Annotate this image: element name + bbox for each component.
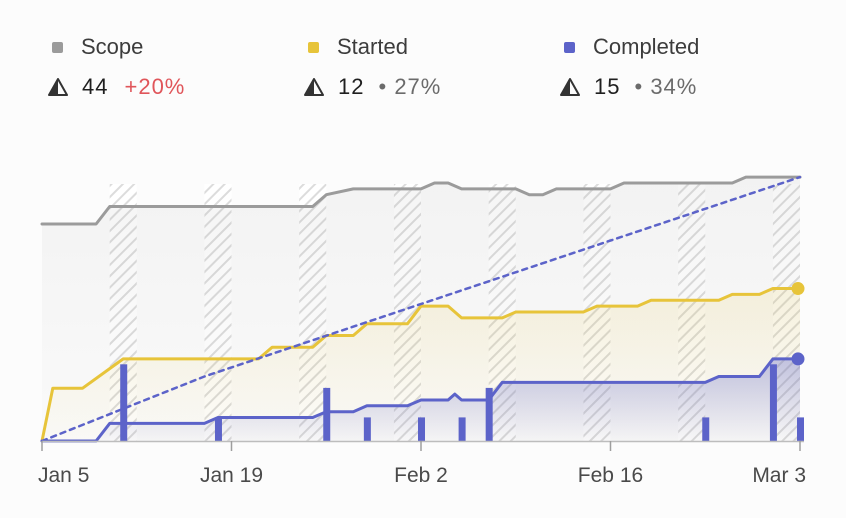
x-tick-label: Jan 5 bbox=[38, 464, 89, 487]
started-label: Started bbox=[337, 34, 408, 59]
started-count: 12 bbox=[338, 74, 365, 99]
completed-daily-bar bbox=[363, 417, 371, 441]
completed-end-dot bbox=[791, 352, 805, 366]
completed-daily-bar bbox=[418, 417, 425, 441]
completed-daily-bar bbox=[458, 417, 466, 441]
triangle-estimate-icon bbox=[48, 77, 68, 97]
completed-daily-bar bbox=[485, 387, 493, 441]
x-tick-label: Feb 2 bbox=[394, 464, 448, 487]
series-lines bbox=[40, 175, 802, 443]
triangle-estimate-icon bbox=[560, 77, 580, 97]
legend-completed[interactable]: Completed 15 • 34% bbox=[556, 30, 699, 104]
x-tick-label: Feb 16 bbox=[578, 464, 643, 487]
legend-scope[interactable]: Scope 44 +20% bbox=[44, 30, 185, 104]
completed-daily-bar bbox=[120, 364, 128, 441]
x-tick-label: Jan 19 bbox=[200, 464, 263, 487]
x-axis: Jan 5 Jan 19 Feb 2 Feb 16 Mar 3 bbox=[38, 440, 806, 487]
scope-delta: +20% bbox=[124, 74, 186, 99]
completed-daily-bar bbox=[214, 417, 222, 441]
completed-line bbox=[40, 357, 802, 443]
legend-started[interactable]: Started 12 • 27% bbox=[300, 30, 441, 104]
completed-percent: • 34% bbox=[634, 74, 698, 99]
started-percent-value: 27% bbox=[394, 74, 442, 99]
completed-daily-bar bbox=[323, 387, 331, 441]
scope-count: 44 bbox=[82, 74, 109, 99]
started-swatch bbox=[308, 41, 319, 53]
completed-daily-bar bbox=[702, 417, 710, 441]
scope-line bbox=[40, 175, 802, 226]
completed-trend-line bbox=[40, 175, 802, 443]
completed-area bbox=[42, 358, 800, 441]
series-areas bbox=[42, 177, 800, 441]
x-tick-label: Mar 3 bbox=[752, 464, 806, 487]
completed-percent-value: 34% bbox=[650, 74, 698, 99]
series-end-dots[interactable] bbox=[791, 282, 805, 366]
completed-label: Completed bbox=[593, 34, 700, 59]
scope-swatch bbox=[52, 41, 63, 53]
triangle-estimate-icon bbox=[304, 77, 324, 97]
started-end-dot bbox=[791, 282, 805, 296]
started-percent: • 27% bbox=[378, 74, 442, 99]
completed-daily-bars bbox=[120, 364, 804, 441]
completed-daily-bar bbox=[797, 417, 804, 441]
completed-count: 15 bbox=[594, 74, 621, 99]
completed-swatch bbox=[564, 41, 575, 53]
completed-daily-bar bbox=[769, 364, 777, 441]
scope-label: Scope bbox=[81, 34, 144, 59]
